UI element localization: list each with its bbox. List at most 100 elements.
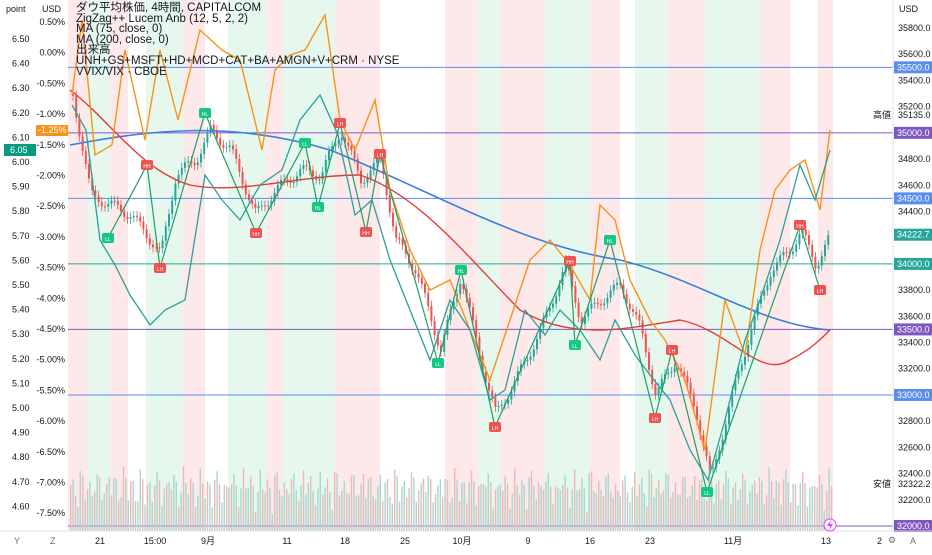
volume-bar	[487, 473, 489, 531]
auto-scale-button[interactable]: A	[910, 536, 917, 546]
candle-body	[123, 211, 126, 217]
volume-bar	[605, 476, 607, 531]
candle-body	[744, 356, 746, 365]
volume-bar	[629, 501, 631, 531]
legend-volume[interactable]: 出来高	[76, 44, 111, 57]
volume-bar	[106, 484, 108, 531]
volume-bar	[372, 496, 374, 531]
volume-bar	[396, 476, 398, 531]
candle-body	[555, 296, 558, 304]
volume-bar	[778, 482, 780, 531]
legend-ma200[interactable]: MA (200, close, 0)	[76, 33, 169, 46]
candle-body	[347, 142, 350, 146]
volume-bar	[466, 503, 468, 531]
volume-bar	[636, 496, 638, 531]
pct-axis-tick: -7.50%	[36, 508, 65, 518]
level-tag	[894, 520, 932, 532]
volume-bar	[274, 475, 276, 531]
candle-body	[756, 303, 759, 316]
volume-bar	[490, 482, 492, 531]
left-axis-tick: 5.00	[12, 403, 30, 413]
zigzag-marker	[455, 265, 467, 275]
candle-body	[248, 194, 250, 201]
gear-icon[interactable]: ⚙	[888, 535, 897, 545]
left-current-value: 6.05	[10, 145, 28, 155]
volume-bar	[823, 510, 825, 531]
volume-bar	[259, 469, 261, 531]
volume-bar	[190, 478, 192, 531]
volume-bar	[578, 489, 581, 531]
volume-bar	[809, 487, 811, 531]
log-scale-button[interactable]: Y	[14, 536, 21, 546]
candle-body	[244, 184, 247, 195]
volume-bar	[238, 507, 240, 531]
zigzag-marker	[141, 160, 153, 170]
volume-bar	[96, 474, 98, 531]
volume-bar	[86, 489, 89, 531]
volume-bar	[660, 493, 662, 531]
candle-body	[571, 270, 574, 287]
candle-body	[827, 235, 830, 245]
volume-bar	[696, 499, 698, 531]
volume-bar	[468, 482, 470, 531]
candle-body	[705, 446, 708, 457]
candle-body	[264, 205, 266, 207]
volume-bar	[542, 489, 545, 531]
volume-bar	[624, 475, 626, 531]
volume-bar	[761, 480, 763, 531]
candle-body	[584, 316, 586, 324]
candle-body	[305, 165, 308, 167]
volume-bar	[295, 490, 297, 531]
volume-bar	[516, 485, 518, 531]
volume-bar	[257, 491, 259, 531]
candle-body	[481, 355, 484, 372]
candle-body	[680, 368, 682, 372]
right-axis-tick: 34400.0	[898, 206, 931, 216]
volume-bar	[410, 472, 413, 531]
candle-body	[792, 251, 794, 255]
level-tag	[894, 323, 932, 336]
volume-bar	[722, 484, 725, 531]
candle-body	[260, 205, 263, 207]
candle-body	[395, 226, 398, 238]
candle-body	[472, 307, 474, 321]
low-value: 32322.2	[898, 479, 931, 489]
session-band	[88, 0, 110, 531]
zoom-reset-button[interactable]: Z	[50, 536, 56, 546]
legend-zigzag[interactable]: ZigZag++ Lucem Anb (12, 5, 2, 2)	[76, 12, 248, 25]
legend-vvix[interactable]: VVIX/VIX · CBOE	[76, 65, 167, 78]
volume-bar	[108, 477, 110, 531]
zigzag-marker	[250, 228, 262, 238]
legend-basket[interactable]: UNH+GS+MSFT+HD+MCD+CAT+BA+AMGN+V+CRM · N…	[76, 54, 400, 67]
candle-body	[644, 333, 647, 353]
legend-symbol[interactable]: ダウ平均株価, 4時間, CAPITALCOM	[76, 2, 262, 14]
candle-body	[507, 399, 510, 404]
left-axis-tick: 6.00	[12, 157, 30, 167]
volume-bar	[425, 492, 427, 531]
candle-body	[497, 406, 500, 408]
volume-bar	[782, 479, 785, 531]
candle-body	[145, 229, 148, 239]
volume-bar	[343, 480, 345, 531]
candle-body	[577, 302, 580, 318]
volume-bar	[559, 490, 561, 531]
volume-bar	[379, 474, 381, 531]
legend-ma75[interactable]: MA (75, close, 0)	[76, 23, 163, 36]
volume-bar	[725, 470, 727, 531]
time-axis-label: 11	[282, 536, 291, 546]
volume-bar	[146, 484, 149, 531]
candle-body	[747, 344, 750, 357]
candle-body	[606, 297, 609, 304]
volume-bar	[799, 483, 801, 531]
candle-body	[411, 263, 414, 271]
volume-bar	[742, 473, 744, 531]
volume-bar	[158, 480, 161, 531]
candle-body	[776, 262, 778, 271]
candle-body	[171, 200, 174, 215]
volume-bar	[566, 487, 569, 531]
candle-body	[638, 314, 641, 321]
zigzag-marker	[564, 256, 576, 266]
level-tag	[894, 388, 932, 401]
